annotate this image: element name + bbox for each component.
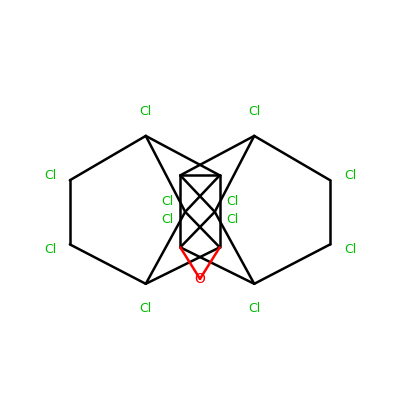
- Text: Cl: Cl: [227, 196, 239, 208]
- Text: Cl: Cl: [44, 243, 56, 256]
- Text: Cl: Cl: [344, 169, 356, 182]
- Text: Cl: Cl: [44, 169, 56, 182]
- Text: Cl: Cl: [248, 105, 260, 118]
- Text: Cl: Cl: [227, 213, 239, 226]
- Text: Cl: Cl: [344, 243, 356, 256]
- Text: Cl: Cl: [161, 213, 173, 226]
- Text: Cl: Cl: [140, 105, 152, 118]
- Text: Cl: Cl: [248, 302, 260, 314]
- Text: Cl: Cl: [140, 302, 152, 314]
- Text: O: O: [194, 272, 206, 286]
- Text: Cl: Cl: [161, 196, 173, 208]
